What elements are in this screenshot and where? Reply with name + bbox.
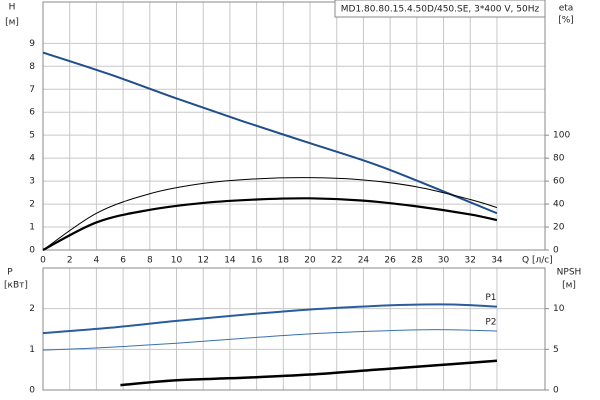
y2-tick-label: 60 bbox=[553, 177, 565, 187]
series-line bbox=[42, 303, 497, 335]
y2-tick-label: 100 bbox=[553, 131, 570, 141]
y-tick-label: 0 bbox=[29, 386, 35, 396]
x-tick-label: 8 bbox=[147, 256, 153, 266]
x-tick-label: 28 bbox=[411, 256, 423, 266]
series-line bbox=[42, 197, 498, 251]
plot-frame bbox=[42, 267, 546, 391]
x-tick-label: 26 bbox=[384, 256, 396, 266]
x-tick-label: 22 bbox=[331, 256, 342, 266]
y2-tick-label: 20 bbox=[553, 223, 565, 233]
y-tick-label: 3 bbox=[29, 177, 35, 187]
series-label: P2 bbox=[485, 318, 496, 328]
x-tick-label: 4 bbox=[94, 256, 100, 266]
x-tick-label: 6 bbox=[120, 256, 126, 266]
y2-tick-label: 10 bbox=[553, 304, 565, 314]
x-tick-label: 32 bbox=[465, 256, 476, 266]
x-tick-label: 10 bbox=[171, 256, 183, 266]
x-tick-label: 34 bbox=[491, 256, 503, 266]
y-label: P bbox=[7, 268, 13, 278]
x-tick-label: 24 bbox=[358, 256, 370, 266]
series-line bbox=[42, 177, 498, 251]
y2-tick-label: 80 bbox=[553, 154, 565, 164]
y-tick-label: 9 bbox=[29, 39, 35, 49]
y-tick-label: 6 bbox=[29, 108, 35, 118]
y2-unit: [%] bbox=[558, 16, 574, 26]
y-tick-label: 1 bbox=[29, 223, 35, 233]
x-tick-label: 16 bbox=[251, 256, 263, 266]
x-tick-label: 12 bbox=[197, 256, 208, 266]
y-unit: [м] bbox=[5, 18, 19, 28]
series-label: P1 bbox=[485, 293, 496, 303]
y-tick-label: 7 bbox=[29, 85, 35, 95]
y-tick-label: 2 bbox=[29, 304, 35, 314]
x-label: Q [л/с] bbox=[522, 256, 553, 266]
y-tick-label: 2 bbox=[29, 200, 35, 210]
plot-frame bbox=[42, 1, 546, 251]
x-tick-label: 14 bbox=[224, 256, 236, 266]
title-box bbox=[334, 0, 546, 18]
y-tick-label: 1 bbox=[29, 345, 35, 355]
y2-tick-label: 0 bbox=[553, 386, 559, 396]
y-tick-label: 4 bbox=[29, 154, 35, 164]
y-tick-label: 0 bbox=[29, 246, 35, 256]
y-label: H bbox=[9, 3, 16, 13]
x-tick-label: 2 bbox=[67, 256, 73, 266]
y2-tick-label: 40 bbox=[553, 200, 565, 210]
y2-label: eta bbox=[559, 4, 574, 14]
y-unit: [кВт] bbox=[4, 281, 28, 291]
chart-title: MD1.80.80.15.4.50D/450.SE, 3*400 V, 50Hz bbox=[341, 5, 540, 15]
plot-area bbox=[43, 2, 545, 250]
series-line bbox=[42, 329, 497, 351]
x-tick-label: 0 bbox=[40, 256, 46, 266]
y2-label: NPSH bbox=[557, 268, 582, 278]
series-line bbox=[42, 51, 498, 215]
x-tick-label: 30 bbox=[438, 256, 450, 266]
y-tick-label: 8 bbox=[29, 62, 35, 72]
y2-unit: [м] bbox=[562, 281, 576, 291]
x-tick-label: 20 bbox=[304, 256, 316, 266]
series-line bbox=[120, 359, 498, 387]
y2-tick-label: 5 bbox=[553, 345, 559, 355]
y-tick-label: 5 bbox=[29, 131, 35, 141]
plot-area bbox=[43, 268, 545, 390]
x-tick-label: 18 bbox=[278, 256, 290, 266]
y2-tick-label: 0 bbox=[553, 246, 559, 256]
